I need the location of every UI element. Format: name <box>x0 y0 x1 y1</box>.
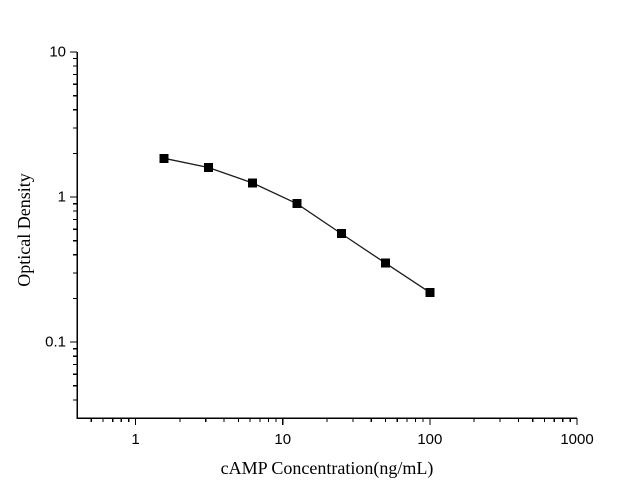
data-point-marker <box>248 178 258 188</box>
tick-labels: 1 10 100 1000 0.1 1 10 <box>45 44 594 449</box>
x-tick-label: 1 <box>131 431 139 448</box>
axis-lines <box>76 52 577 419</box>
y-tick-label: 10 <box>49 44 66 61</box>
data-point-marker <box>425 287 435 297</box>
data-point-marker <box>159 153 169 163</box>
x-tick-label: 100 <box>417 431 442 448</box>
data-point-marker <box>336 229 346 239</box>
x-tick-label: 10 <box>274 431 291 448</box>
y-tick-label: 0.1 <box>45 334 66 351</box>
x-tick-label: 1000 <box>560 431 593 448</box>
data-point-marker <box>203 162 213 172</box>
data-point-marker <box>381 258 391 268</box>
axis-ticks <box>70 51 578 425</box>
data-series <box>159 153 435 297</box>
axis-frame <box>76 52 577 419</box>
data-point-marker <box>292 199 302 209</box>
y-tick-label: 1 <box>58 189 66 206</box>
x-axis-title: cAMP Concentration(ng/mL) <box>221 458 434 479</box>
series-line <box>163 157 431 294</box>
y-axis-title: Optical Density <box>14 173 34 286</box>
